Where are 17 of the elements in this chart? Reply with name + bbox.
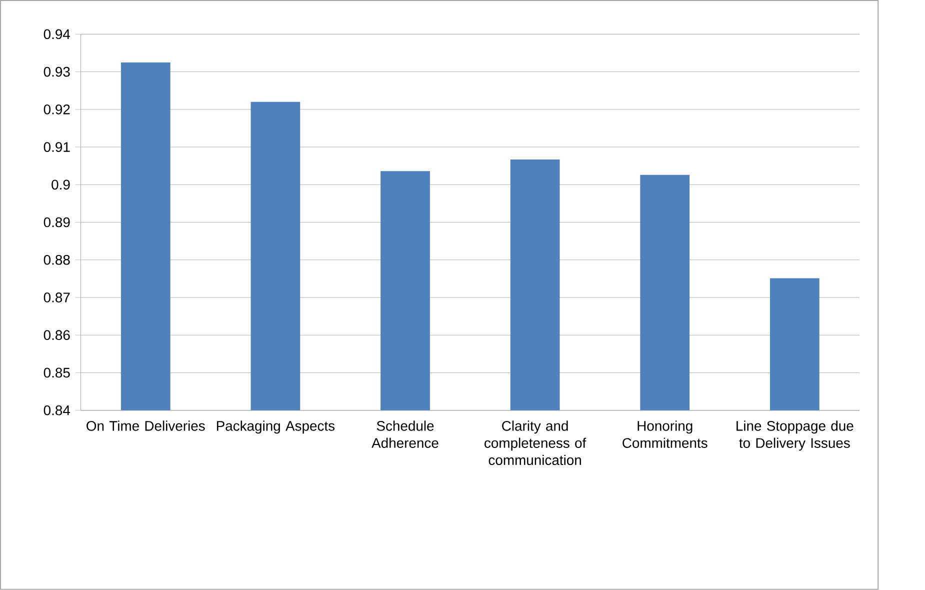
x-tick-label: Honoring Commitments [622, 420, 708, 448]
x-tick-label: On Time Deliveries [86, 420, 205, 431]
x-tick-label: Line Stoppage due to Delivery Issues [736, 420, 854, 451]
y-tick-label: 0.86 [44, 330, 70, 340]
y-tick-label: 0.92 [44, 104, 70, 114]
y-tick-label: 0.85 [44, 368, 70, 378]
x-tick-label: Clarity and completeness of communication [484, 420, 586, 466]
y-tick-label: 0.9 [52, 180, 70, 190]
y-tick-label: 0.88 [44, 255, 70, 265]
y-tick-label: 0.94 [44, 29, 70, 40]
x-tick-label: Packaging Aspects [216, 420, 335, 434]
y-tick-label: 0.91 [44, 142, 70, 152]
y-tick-label: 0.84 [44, 405, 70, 416]
x-tick-label: Schedule Adherence [372, 420, 438, 448]
y-tick-label: 0.89 [44, 217, 70, 228]
y-tick-label: 0.87 [44, 292, 70, 302]
y-tick-label: 0.93 [44, 66, 70, 77]
